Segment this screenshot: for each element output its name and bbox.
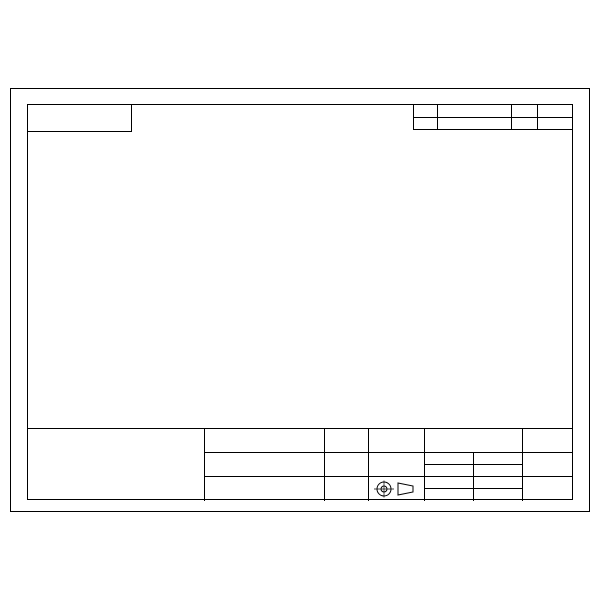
approved-by-cell: [523, 429, 573, 453]
remark-cell: [205, 477, 325, 501]
wave-solder-profile-chart: [118, 135, 368, 370]
frame-inner-border: [27, 104, 573, 500]
tolerance-cell-2-0: [425, 477, 474, 489]
revision-header-row: [414, 105, 572, 118]
rev-cell: [369, 453, 425, 477]
units-cell: [369, 429, 425, 453]
revision-value-by: [512, 117, 538, 129]
frame-outer-border: [10, 88, 590, 512]
projection-cell: [369, 477, 425, 501]
chart-canvas: [118, 135, 368, 370]
tolerance-cell-3-0: [425, 489, 474, 501]
revision-header-ecn: [438, 105, 512, 117]
scale-cell: [325, 453, 369, 477]
size-cell: [325, 429, 369, 453]
revision-header-date: [538, 105, 572, 117]
company-logo-block: [27, 429, 205, 501]
revision-value-ecn: [438, 117, 512, 129]
checked-by-cell: [523, 453, 573, 477]
revision-header-rev: [414, 105, 438, 117]
revision-header-by: [512, 105, 538, 117]
revision-data-row: [414, 117, 572, 130]
compliance-badge: [27, 104, 132, 132]
revision-table: [413, 104, 573, 130]
tolerance-cell-1-1: [474, 465, 523, 477]
title-block: [27, 428, 573, 501]
revision-value-date: [538, 118, 572, 130]
tolerance-cell-0-0: [425, 453, 474, 465]
first-angle-projection-icon: [373, 480, 413, 498]
tolerance-title-cell: [425, 429, 523, 453]
sheet-cell: [325, 477, 369, 501]
tolerance-cell-1-0: [425, 465, 474, 477]
designd-by-cell: [523, 477, 573, 501]
tolerance-cell-3-1: [474, 489, 523, 501]
revision-value-rev: [414, 117, 438, 129]
title-cell: [205, 429, 325, 453]
tolerance-cell-0-1: [474, 453, 523, 465]
tolerance-cell-2-1: [474, 477, 523, 489]
part-no-cell: [205, 453, 325, 477]
